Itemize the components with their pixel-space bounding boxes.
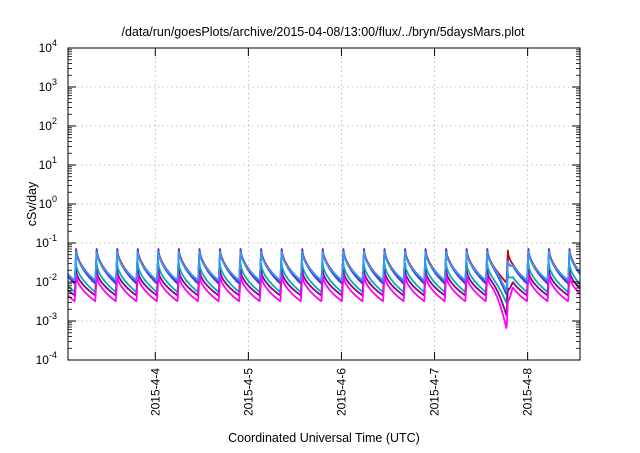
x-axis-label: Coordinated Universal Time (UTC) <box>228 431 420 445</box>
x-tick-label: 2015-4-4 <box>148 368 162 416</box>
y-tick-label: 103 <box>39 77 57 94</box>
x-tick-label: 2015-4-8 <box>521 368 535 416</box>
y-tick-label: 10-4 <box>36 350 57 367</box>
label-layer: 10-4 10-3 10-2 10-1 100 101 102 103 104 2015-4-4 2… <box>36 38 535 416</box>
series-line <box>67 250 581 292</box>
series-line <box>67 269 581 316</box>
y-tick-label: 100 <box>39 194 57 211</box>
y-tick-label: 101 <box>39 155 57 172</box>
series-line <box>67 274 581 329</box>
y-tick-label: 10-2 <box>36 272 57 289</box>
x-tick-label: 2015-4-7 <box>428 368 442 416</box>
y-tick-label: 102 <box>39 116 57 133</box>
y-tick-label: 104 <box>39 38 57 55</box>
x-tick-label: 2015-4-6 <box>334 368 348 416</box>
series-layer <box>67 248 581 329</box>
y-tick-label: 10-1 <box>36 233 57 250</box>
x-tick-label: 2015-4-5 <box>241 368 255 416</box>
chart-title: /data/run/goesPlots/archive/2015-04-08/1… <box>121 25 525 39</box>
series-line <box>67 262 581 304</box>
y-tick-label: 10-3 <box>36 311 57 328</box>
tick-layer <box>68 47 580 361</box>
y-axis-label: cSv/day <box>25 181 39 226</box>
